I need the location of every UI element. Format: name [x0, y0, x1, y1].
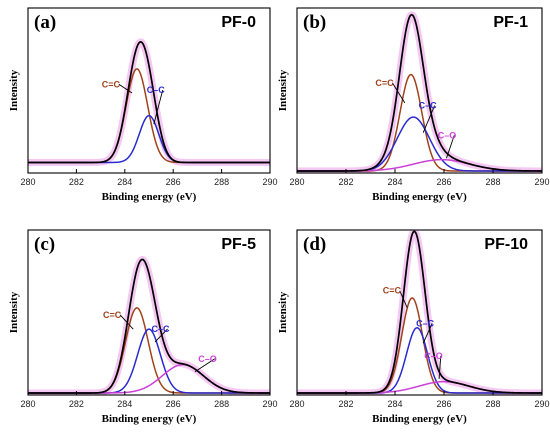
panel-b: C=C C–C C–O 280 282 284 286 288 290 (b) PF-1 Bindin… [277, 7, 550, 203]
x-axis-title: Binding energy (eV) [102, 413, 197, 425]
annotation-label-1: C=C [375, 78, 394, 88]
envelope-curve [297, 230, 542, 394]
annotation-arrow [194, 358, 216, 373]
x-tick-label: 282 [338, 399, 353, 409]
sample-name: PF-5 [221, 236, 256, 253]
annotation-arrow [422, 105, 436, 133]
y-axis-title: Intensity [277, 291, 289, 333]
x-axis-title: Binding energy (eV) [372, 191, 467, 203]
annotation-label-1: C=C [102, 79, 121, 89]
x-axis-title: Binding energy (eV) [102, 191, 197, 203]
annotation-arrow [154, 328, 168, 343]
panel-d: C=C C–C C–O 280 282 284 286 288 290 (d) PF-10 Bindi… [277, 229, 550, 425]
component-peak-2 [28, 328, 270, 394]
x-tick-label: 288 [214, 177, 229, 187]
component-peak-1 [297, 297, 542, 394]
annotation-label-2: C–C [147, 85, 166, 95]
annotation-label-3: C–O [198, 354, 217, 364]
plot-area [28, 38, 270, 166]
envelope-glow [28, 255, 270, 395]
x-tick-label: 282 [69, 177, 84, 187]
annotation-label-3: C–O [424, 351, 443, 361]
x-tick-label: 290 [534, 177, 549, 187]
x-tick-label: 284 [387, 177, 402, 187]
x-tick-label: 290 [534, 399, 549, 409]
annotation-arrow [118, 83, 133, 94]
x-tick-label: 280 [20, 177, 35, 187]
x-tick-label: 284 [117, 399, 132, 409]
component-peak-1 [297, 73, 542, 172]
x-axis-title: Binding energy (eV) [372, 413, 467, 425]
x-tick-label: 280 [289, 177, 304, 187]
x-tick-label: 288 [214, 399, 229, 409]
annotation-label-1: C=C [383, 286, 402, 296]
annotation-arrow [153, 89, 164, 125]
panel-letter: (b) [303, 12, 326, 33]
sample-name: PF-1 [493, 14, 528, 31]
annotation-arrow [438, 355, 442, 379]
sample-name: PF-10 [484, 236, 528, 253]
x-tick-label: 288 [485, 177, 500, 187]
annotation-label-1: C=C [103, 310, 122, 320]
plot-area [297, 11, 542, 173]
x-tick-label: 290 [262, 399, 277, 409]
annotation-label-2: C–C [152, 324, 171, 334]
panels-group: C=C C–C 280 282 284 286 288 290 (a) PF-0 Binding e… [8, 7, 550, 425]
plot-frame [296, 7, 543, 174]
panel-letter: (d) [303, 234, 326, 255]
component-peak-2 [297, 327, 542, 394]
envelope-glow [28, 38, 270, 166]
plot-area [297, 230, 542, 395]
x-tick-label: 286 [436, 399, 451, 409]
annotation-arrow [392, 82, 406, 104]
x-tick-label: 286 [166, 177, 181, 187]
x-tick-label: 282 [69, 399, 84, 409]
sample-name: PF-0 [221, 14, 256, 31]
panel-letter: (a) [34, 12, 56, 33]
panel-c: C=C C–C C–O 280 282 284 286 288 290 (c) PF-5 Bindin… [8, 229, 278, 425]
plot-frame [27, 229, 271, 396]
annotation-arrow [446, 135, 455, 159]
y-axis-title: Intensity [277, 69, 289, 111]
panel-letter: (c) [34, 234, 55, 255]
x-tick-label: 284 [387, 399, 402, 409]
envelope-glow [297, 230, 542, 395]
x-tick-label: 290 [262, 177, 277, 187]
plot-frame [27, 7, 271, 174]
x-tick-label: 280 [289, 399, 304, 409]
annotation-arrow [119, 314, 134, 330]
envelope-curve [28, 258, 270, 394]
component-peak-1 [28, 307, 270, 394]
y-axis-title: Intensity [8, 291, 20, 333]
x-tick-label: 286 [166, 399, 181, 409]
envelope-curve [28, 41, 270, 164]
x-tick-label: 288 [485, 399, 500, 409]
annotation-label-3: C–O [438, 130, 457, 140]
x-tick-label: 284 [117, 177, 132, 187]
x-tick-label: 286 [436, 177, 451, 187]
x-tick-label: 282 [338, 177, 353, 187]
plot-frame [296, 229, 543, 396]
envelope-curve [297, 13, 542, 172]
x-tick-label: 280 [20, 399, 35, 409]
plot-area [28, 255, 270, 395]
y-axis-title: Intensity [8, 69, 20, 111]
annotation-label-2: C–C [419, 101, 438, 111]
component-peak-2 [28, 114, 270, 164]
annotation-arrow [399, 290, 408, 309]
annotation-label-2: C–C [416, 318, 435, 328]
panel-a: C=C C–C 280 282 284 286 288 290 (a) PF-0 Binding e… [8, 7, 278, 203]
annotation-arrow [422, 323, 433, 344]
